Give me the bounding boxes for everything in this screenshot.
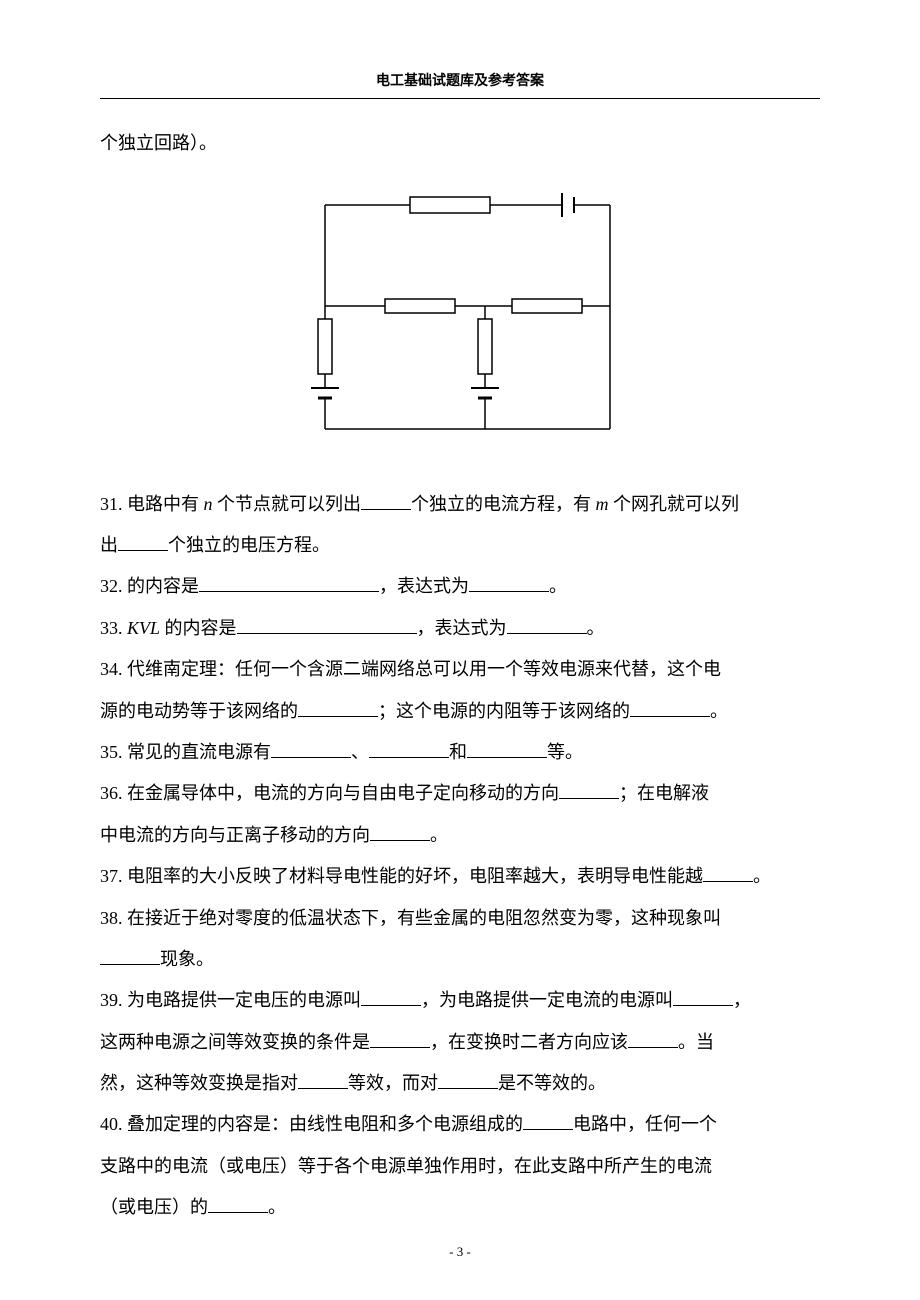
blank [467, 740, 547, 758]
question-36: 36. 在金属导体中，电流的方向与自由电子定向移动的方向；在电解液 [100, 773, 820, 814]
blank [271, 740, 351, 758]
blank [361, 988, 421, 1006]
page-number: - 3 - [0, 1244, 920, 1260]
question-39: 39. 为电路提供一定电压的电源叫，为电路提供一定电流的电源叫， [100, 980, 820, 1021]
blank [630, 699, 710, 717]
blank [100, 947, 160, 965]
blank [199, 574, 379, 592]
question-34-cont: 源的电动势等于该网络的；这个电源的内阻等于该网络的。 [100, 691, 820, 732]
circuit-diagram-container [100, 179, 820, 454]
question-31-cont: 出个独立的电压方程。 [100, 525, 820, 566]
top-continuation: 个独立回路）。 [100, 124, 820, 164]
question-35: 35. 常见的直流电源有、和等。 [100, 732, 820, 773]
blank [298, 699, 378, 717]
blank [237, 616, 417, 634]
blank [369, 740, 449, 758]
blank [523, 1112, 573, 1130]
blank [208, 1195, 268, 1213]
blank [438, 1071, 498, 1089]
circuit-diagram [280, 179, 640, 449]
blank [469, 574, 549, 592]
question-34: 34. 代维南定理：任何一个含源二端网络总可以用一个等效电源来代替，这个电 [100, 649, 820, 690]
question-33: 33. KVL 的内容是，表达式为。 [100, 608, 820, 649]
question-31: 31. 电路中有 n 个节点就可以列出个独立的电流方程，有 m 个网孔就可以列 [100, 484, 820, 525]
question-36-cont: 中电流的方向与正离子移动的方向。 [100, 815, 820, 856]
blank [628, 1030, 678, 1048]
blank [298, 1071, 348, 1089]
blank [673, 988, 733, 1006]
question-39-cont2: 然，这种等效变换是指对等效，而对是不等效的。 [100, 1063, 820, 1104]
blank [370, 1030, 430, 1048]
question-37: 37. 电阻率的大小反映了材料导电性能的好坏，电阻率越大，表明导电性能越。 [100, 856, 820, 897]
blank [370, 823, 430, 841]
blank [361, 492, 411, 510]
question-40: 40. 叠加定理的内容是：由线性电阻和多个电源组成的电路中，任何一个 [100, 1104, 820, 1145]
question-38-cont: 现象。 [100, 939, 820, 980]
page-header: 电工基础试题库及参考答案 [100, 70, 820, 99]
question-39-cont1: 这两种电源之间等效变换的条件是，在变换时二者方向应该。当 [100, 1022, 820, 1063]
question-40-cont1: 支路中的电流（或电压）等于各个电源单独作用时，在此支路中所产生的电流 [100, 1146, 820, 1187]
blank [703, 864, 753, 882]
question-40-cont2: （或电压）的。 [100, 1187, 820, 1228]
question-38: 38. 在接近于绝对零度的低温状态下，有些金属的电阻忽然变为零，这种现象叫 [100, 898, 820, 939]
blank [559, 781, 619, 799]
blank [118, 533, 168, 551]
blank [507, 616, 587, 634]
question-list: 31. 电路中有 n 个节点就可以列出个独立的电流方程，有 m 个网孔就可以列 … [100, 484, 820, 1229]
question-32: 32. 的内容是，表达式为。 [100, 566, 820, 607]
